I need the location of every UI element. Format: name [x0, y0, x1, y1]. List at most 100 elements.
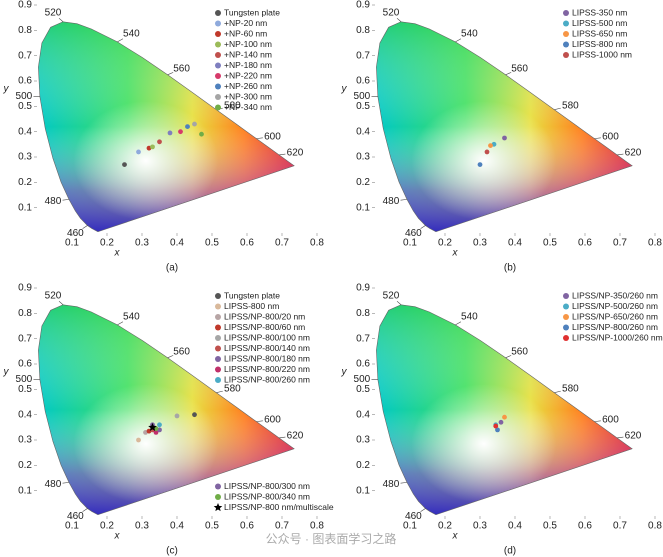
- locus-label: 520: [45, 290, 62, 301]
- locus-tick: [216, 390, 223, 394]
- point: [502, 414, 507, 420]
- y-tick-label: 0.2: [356, 460, 370, 471]
- y-tick-label: 0.4: [356, 409, 370, 420]
- point: [484, 149, 490, 155]
- legend-marker: [215, 73, 221, 79]
- y-tick-label: 0.6: [356, 359, 370, 370]
- locus-tick: [505, 72, 512, 76]
- y-tick-label: 0.5: [356, 101, 370, 112]
- locus-label: 620: [625, 148, 642, 159]
- y-tick-label: 0.2: [18, 177, 32, 188]
- x-tick-label: 0.7: [613, 238, 627, 249]
- y-tick-label: 0.4: [356, 126, 370, 137]
- locus-label: 540: [123, 29, 140, 40]
- locus-label: 480: [383, 196, 400, 207]
- point: [148, 422, 157, 431]
- locus-label: 480: [45, 479, 62, 490]
- x-tick-label: 0.6: [240, 521, 254, 532]
- x-tick-label: 0.8: [648, 521, 662, 532]
- legend-label: LIPSS/NP-800/300 nm: [224, 481, 310, 491]
- y-tick-label: 0.3: [18, 152, 32, 163]
- point: [495, 427, 500, 433]
- locus-label: 540: [123, 312, 140, 323]
- y-axis-label: y: [3, 367, 10, 378]
- watermark: 公众号 · 图表面学习之路: [266, 531, 397, 546]
- locus-tick: [62, 199, 69, 201]
- locus-label: 600: [602, 414, 619, 425]
- x-tick-label: 0.1: [403, 238, 417, 249]
- caption: (b): [504, 263, 516, 274]
- x-tick-label: 0.5: [205, 521, 219, 532]
- legend-label: LIPSS/NP-800/100 nm: [224, 332, 310, 342]
- legend-label: LIPSS/NP-1000/260 nm: [572, 332, 663, 342]
- y-tick-label: 0.4: [18, 409, 32, 420]
- locus-tick: [82, 225, 88, 229]
- legend-marker: [215, 52, 221, 58]
- legend-marker: [563, 324, 569, 331]
- locus-tick: [278, 153, 286, 156]
- x-tick-label: 0.6: [240, 238, 254, 249]
- x-tick-label: 0.3: [473, 521, 487, 532]
- locus-label: 620: [287, 148, 304, 159]
- x-tick-label: 0.4: [508, 238, 522, 249]
- y-axis-label: y: [3, 84, 10, 95]
- x-tick-label: 0.5: [205, 238, 219, 249]
- point: [498, 419, 504, 425]
- legend-marker: [215, 62, 221, 69]
- y-tick-label: 0.1: [18, 485, 32, 496]
- point: [153, 430, 159, 435]
- legend-marker: [215, 377, 221, 383]
- locus-label: 500: [16, 91, 33, 102]
- locus-label: 540: [461, 29, 478, 40]
- x-tick-label: 0.1: [403, 521, 417, 532]
- locus-label: 560: [173, 346, 190, 357]
- legend-marker: [215, 303, 221, 310]
- legend-label: +NP-20 nm: [224, 18, 267, 28]
- legend-marker: [215, 324, 221, 331]
- locus-tick: [455, 321, 462, 326]
- locus-label: 560: [173, 63, 190, 74]
- legend-label: Tungsten plate: [224, 290, 280, 300]
- locus-tick: [400, 199, 407, 201]
- legend-label: +NP-260 nm: [224, 81, 272, 91]
- locus-label: 620: [625, 431, 642, 442]
- locus-label: 500: [16, 374, 33, 385]
- x-tick-label: 0.2: [438, 238, 452, 249]
- y-tick-label: 0.1: [18, 202, 32, 213]
- y-tick-label: 0.1: [356, 485, 370, 496]
- legend-marker: [215, 10, 221, 16]
- locus-label: 540: [461, 312, 478, 323]
- locus-label: 580: [562, 383, 579, 394]
- locus-label: 480: [45, 196, 62, 207]
- x-tick-label: 0.8: [310, 521, 324, 532]
- y-tick-label: 0.3: [356, 152, 370, 163]
- y-tick-label: 0.8: [356, 25, 370, 36]
- locus-label: 600: [602, 131, 619, 142]
- locus-tick: [554, 107, 561, 111]
- y-tick-label: 0.5: [18, 384, 32, 395]
- legend-label: LIPSS/NP-800/60 nm: [224, 322, 305, 332]
- legend-marker: [215, 335, 221, 341]
- legend-marker: [215, 104, 221, 111]
- point: [150, 144, 155, 150]
- x-tick-label: 0.7: [275, 521, 289, 532]
- legend-marker: [215, 494, 221, 500]
- locus-label: 480: [383, 479, 400, 490]
- legend-marker: [215, 314, 221, 320]
- locus-label: 600: [264, 131, 281, 142]
- point: [122, 162, 127, 168]
- x-tick-label: 0.2: [100, 238, 114, 249]
- locus-label: 460: [67, 511, 84, 522]
- legend-label: LIPSS/NP-800/20 nm: [224, 311, 305, 321]
- x-axis-label: x: [114, 531, 121, 542]
- point: [192, 412, 197, 418]
- point: [178, 129, 183, 135]
- legend-marker: [215, 94, 221, 100]
- legend-label: +NP-100 nm: [224, 39, 272, 49]
- legend-label: +NP-180 nm: [224, 60, 272, 70]
- x-tick-label: 0.8: [310, 238, 324, 249]
- y-tick-label: 0.4: [18, 126, 32, 137]
- legend-marker: [215, 345, 221, 352]
- point: [199, 131, 204, 137]
